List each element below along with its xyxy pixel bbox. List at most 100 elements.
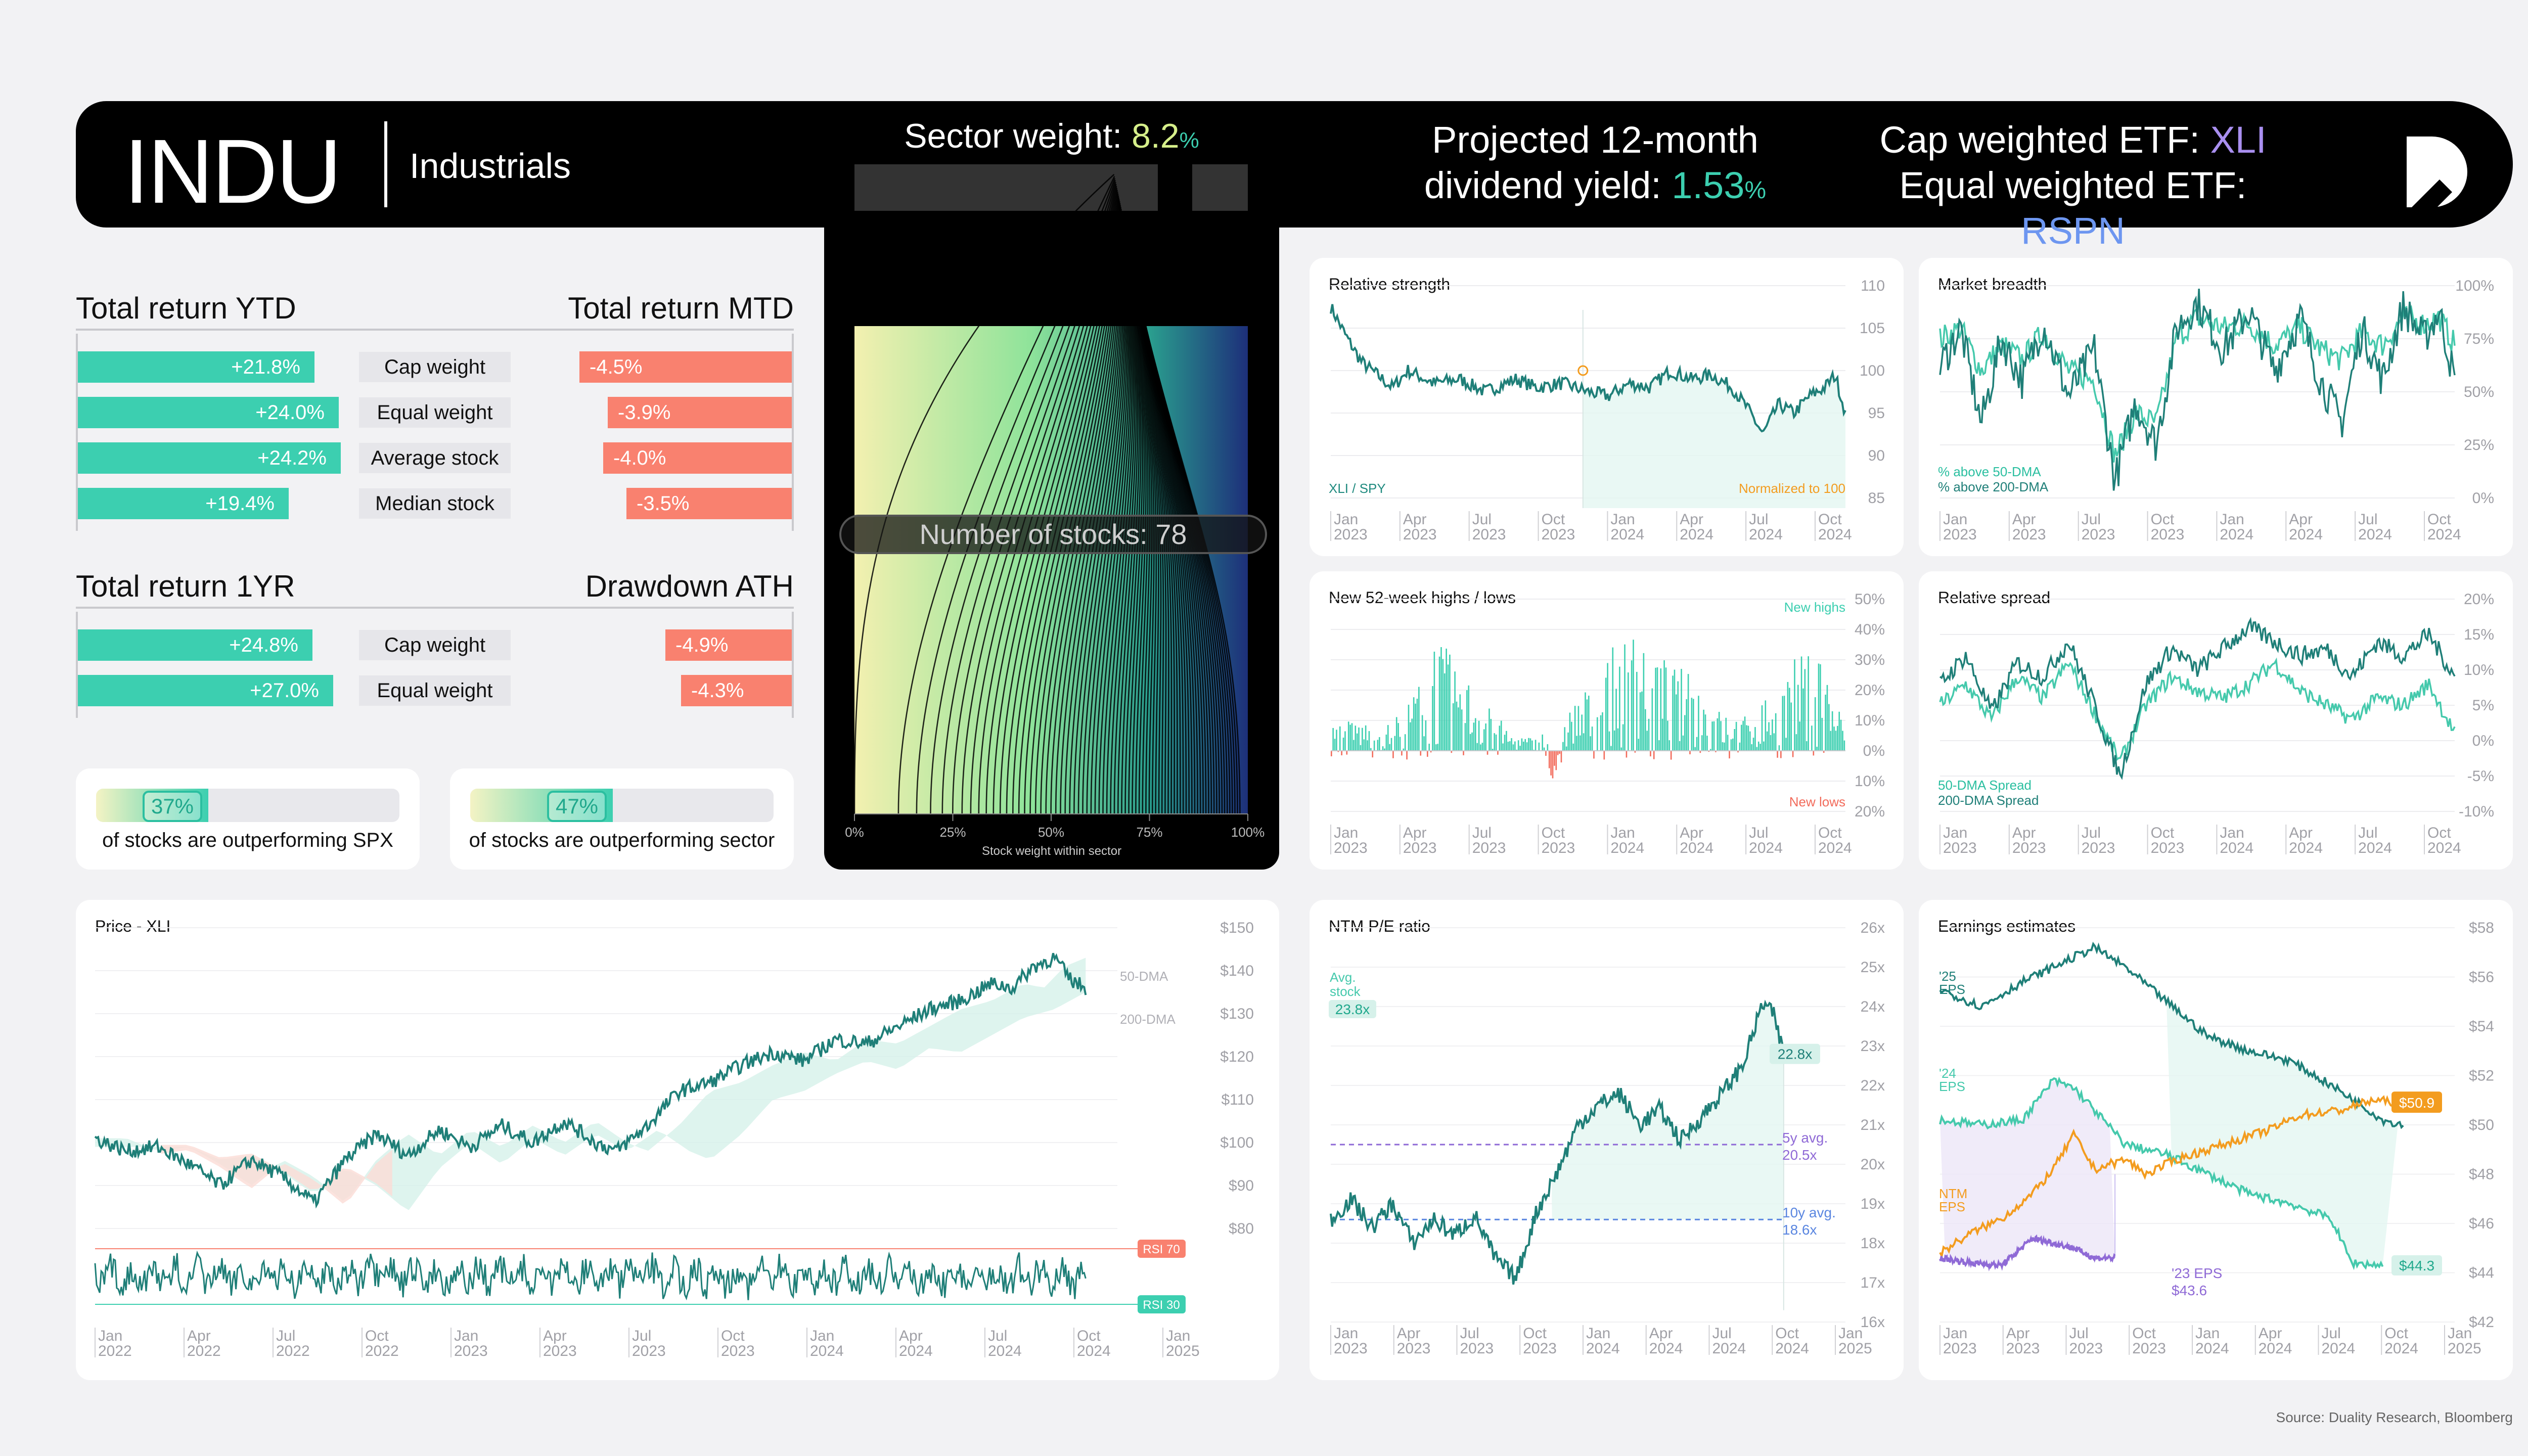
x-tick-label: 2022 <box>365 1343 399 1359</box>
y-tick-label: 20% <box>2464 591 2494 608</box>
market-breadth-title: Market breadth <box>1938 275 2047 293</box>
y-tick-label: 23x <box>1861 1038 1885 1055</box>
source-note: Source: Duality Research, Bloomberg <box>2276 1409 2513 1425</box>
new-high-bar <box>1694 747 1696 751</box>
pe-chart: 26x 25x 24x 23x 22x 21x 20x 19x 18x 17x 16x Avg.sto… <box>1329 920 1885 1357</box>
y-tick-label: 17x <box>1861 1275 1885 1291</box>
new-high-bar <box>1511 738 1512 751</box>
new-high-bar <box>1410 722 1411 751</box>
ytd-bar: +24.0% <box>78 397 339 428</box>
y-tick-label: 10% <box>1855 712 1885 729</box>
y-tick-label: 95 <box>1868 405 1885 422</box>
new-low-bar <box>1550 751 1552 776</box>
eps-line <box>1939 1076 2384 1270</box>
x-tick-label: Jul <box>1749 825 1768 841</box>
x-tick-label: Jan <box>1334 511 1358 528</box>
dividend-line2: dividend yield: <box>1424 164 1661 206</box>
y-tick-label: 100 <box>1860 362 1885 379</box>
new-high-bar <box>1818 663 1820 751</box>
x-tick-label: 2022 <box>187 1343 221 1359</box>
new-high-bar <box>1709 749 1711 751</box>
eps24-badge-value: $44.3 <box>2399 1258 2434 1273</box>
x-tick-label: 2024 <box>2289 840 2323 856</box>
new-high-bar <box>1773 733 1775 751</box>
stock-line <box>853 174 1115 814</box>
sp-series-label: 200-DMA Spread <box>1938 793 2039 808</box>
new-high-bar <box>1722 742 1724 751</box>
cap-etf-line: Cap weighted ETF: XLI <box>1845 117 2300 163</box>
x-tick-label: Oct <box>2427 511 2451 528</box>
new-high-bar <box>1799 721 1800 751</box>
x-tick-label: Apr <box>1680 825 1703 841</box>
x-tick-label: 2024 <box>1680 840 1713 856</box>
pe-10y-value: 18.6x <box>1782 1222 1817 1238</box>
x-tick-label: 2024 <box>1649 1340 1683 1357</box>
x-tick-label: Jul <box>988 1328 1007 1344</box>
x-tick-label: Jan <box>2220 825 2244 841</box>
rsi-line <box>94 1250 1087 1301</box>
x-tick-label: 2023 <box>543 1343 577 1359</box>
spx-outperform-card: 37% of stocks are outperforming SPX <box>76 768 420 870</box>
y-tick-label: 10% <box>2464 662 2494 678</box>
new-low-bar <box>1545 751 1547 756</box>
x-tick-label: Apr <box>2012 511 2036 528</box>
new-high-bar <box>1576 736 1577 751</box>
new-high-bar <box>1358 727 1360 751</box>
new-high-bar <box>1502 743 1504 751</box>
new-high-bar <box>1562 742 1564 751</box>
relative-spread-chart: 20% 15% 10% 5% 0% -5% -10% 50-DMA Spread200-DMA… <box>1938 591 2494 856</box>
x-tick-label: 2023 <box>1943 526 1977 543</box>
new-high-bar <box>1347 721 1349 751</box>
x-tick-label: Oct <box>2427 825 2451 841</box>
new-high-bar <box>1628 672 1629 751</box>
y-tick-label: 20% <box>1855 803 1885 820</box>
new-high-bar <box>1838 711 1840 751</box>
x-tick-label: 2023 <box>2069 1340 2103 1357</box>
x-tick-label: Oct <box>365 1328 389 1344</box>
new-high-bar <box>1404 734 1406 751</box>
y-tick-label: $140 <box>1220 963 1254 979</box>
x-tick-label: 2024 <box>2358 526 2392 543</box>
new-high-bar <box>1785 738 1787 751</box>
y-tick-label: $110 <box>1221 1091 1254 1108</box>
y-tick-label: 0% <box>2472 490 2494 507</box>
eps-card: Earnings estimates $58 $56 $54 $52 $50 $48 $46… <box>1919 900 2513 1380</box>
y-tick-label: 26x <box>1861 920 1885 936</box>
new-high-bar <box>1365 725 1367 751</box>
y-tick-label: 50% <box>2464 384 2494 400</box>
new-high-bar <box>1440 647 1442 751</box>
x-tick-label: Oct <box>1775 1325 1799 1342</box>
new-high-bar <box>1759 744 1761 751</box>
x-tick-label: 2024 <box>2289 526 2323 543</box>
new-high-bar <box>1676 694 1677 751</box>
new-low-bar <box>1401 751 1403 756</box>
new-high-bar <box>1416 699 1418 751</box>
x-tick-label: 2025 <box>2448 1340 2481 1357</box>
x-tick-label: 2024 <box>2220 840 2253 856</box>
new-low-bar <box>1555 751 1557 770</box>
y-tick-label: $130 <box>1220 1006 1254 1022</box>
new-high-bar <box>1483 729 1485 751</box>
new-high-bar <box>1437 744 1438 751</box>
new-high-bar <box>1459 694 1461 751</box>
sp-50dma-line <box>1939 657 2456 761</box>
y-tick-label: 30% <box>1855 652 1885 668</box>
new-high-bar <box>1490 718 1492 751</box>
new-high-bar <box>1757 741 1759 751</box>
new-low-bar <box>1420 751 1422 756</box>
new-high-bar <box>1516 749 1518 751</box>
new-high-bar <box>1349 724 1351 751</box>
new-high-bar <box>1411 718 1413 751</box>
x-tick-label: 2024 <box>2220 526 2253 543</box>
new-high-bar <box>1342 737 1344 751</box>
new-high-bar <box>1684 715 1686 751</box>
price-title: Price - XLI <box>95 917 171 935</box>
new-high-bar <box>1379 737 1380 751</box>
return-row-label: Cap weight <box>359 630 511 660</box>
weight-bar-right <box>1192 164 1248 211</box>
return-row-label: Equal weight <box>359 397 511 428</box>
x-tick-label: Apr <box>1397 1325 1421 1342</box>
new-high-bar <box>1660 668 1662 751</box>
x-tick-label: 2024 <box>1680 526 1713 543</box>
x-tick-label: 2025 <box>1166 1343 1200 1359</box>
